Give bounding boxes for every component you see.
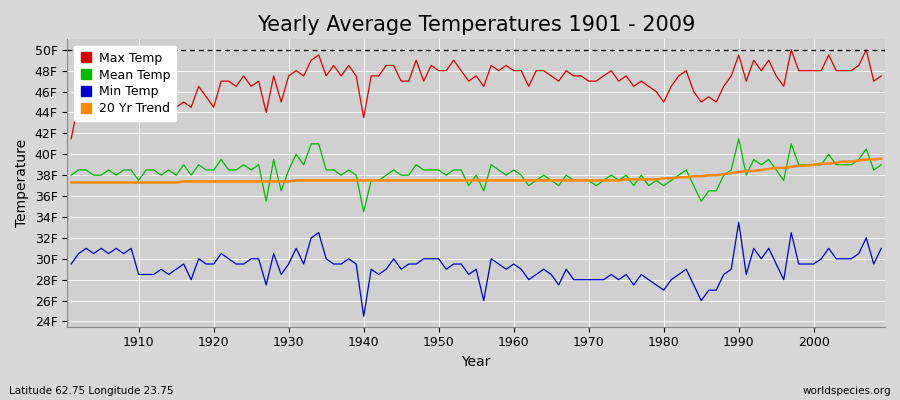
Legend: Max Temp, Mean Temp, Min Temp, 20 Yr Trend: Max Temp, Mean Temp, Min Temp, 20 Yr Tre… (74, 46, 176, 121)
Y-axis label: Temperature: Temperature (15, 139, 29, 227)
X-axis label: Year: Year (462, 355, 490, 369)
Text: worldspecies.org: worldspecies.org (803, 386, 891, 396)
Text: Latitude 62.75 Longitude 23.75: Latitude 62.75 Longitude 23.75 (9, 386, 174, 396)
Title: Yearly Average Temperatures 1901 - 2009: Yearly Average Temperatures 1901 - 2009 (257, 15, 696, 35)
